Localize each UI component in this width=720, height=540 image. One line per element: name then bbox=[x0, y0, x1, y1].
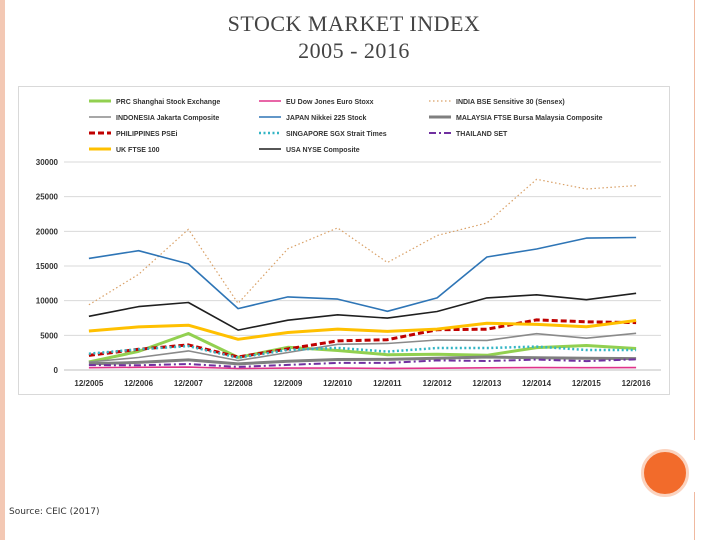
series-line-india-bse-sensitive-30-sensex bbox=[88, 178, 637, 306]
series-line-indonesia-jakarta-composite bbox=[88, 332, 637, 363]
y-tick-label: 20000 bbox=[36, 227, 59, 236]
series-line-thailand-set bbox=[88, 358, 637, 368]
slide-title-line-1: STOCK MARKET INDEX bbox=[227, 11, 481, 36]
slide-title-line-2: 2005 - 2016 bbox=[298, 38, 410, 63]
slide-title: STOCK MARKET INDEX 2005 - 2016 bbox=[0, 10, 708, 64]
chart-container: 0 5000 10000 15000 20000 25000 30000 12/2005 12/… bbox=[18, 86, 670, 395]
legend-label: MALAYSIA FTSE Bursa Malaysia Composite bbox=[456, 115, 603, 122]
legend-label: PRC Shanghai Stock Exchange bbox=[116, 99, 220, 106]
legend-label: INDIA BSE Sensitive 30 (Sensex) bbox=[456, 99, 565, 106]
y-tick-label: 5000 bbox=[40, 331, 58, 340]
y-tick-label: 25000 bbox=[36, 193, 59, 202]
y-tick-label: 10000 bbox=[36, 297, 59, 306]
decorative-circle bbox=[641, 449, 689, 497]
legend-label: INDONESIA Jakarta Composite bbox=[116, 115, 219, 122]
legend-label: EU Dow Jones Euro Stoxx bbox=[286, 99, 374, 106]
y-tick-label: 0 bbox=[54, 366, 59, 375]
source-note: Source: CEIC (2017) bbox=[9, 507, 100, 517]
y-tick-label: 30000 bbox=[36, 158, 59, 167]
x-tick-label: 12/2016 bbox=[622, 379, 651, 388]
series-line-singapore-sgx-strait-times bbox=[88, 344, 637, 360]
x-tick-label: 12/2006 bbox=[124, 379, 153, 388]
y-tick-label: 15000 bbox=[36, 262, 59, 271]
x-tick-label: 12/2005 bbox=[74, 379, 103, 388]
series-line-uk-ftse-100 bbox=[88, 319, 637, 341]
series-line-japan-nikkei-225-stock bbox=[88, 236, 637, 313]
x-tick-label: 12/2011 bbox=[373, 379, 402, 388]
legend-label: JAPAN Nikkei 225 Stock bbox=[286, 115, 367, 122]
series-line-eu-dow-jones-euro-stoxx bbox=[88, 366, 637, 370]
series-line-prc-shanghai-stock-exchange bbox=[88, 332, 637, 364]
x-tick-label: 12/2009 bbox=[273, 379, 302, 388]
x-tick-label: 12/2008 bbox=[224, 379, 253, 388]
line-chart: 0 5000 10000 15000 20000 25000 30000 12/2005 12/… bbox=[36, 99, 661, 388]
left-border-strip bbox=[0, 0, 5, 540]
series-line-usa-nyse-composite bbox=[88, 292, 637, 331]
legend-label: UK FTSE 100 bbox=[116, 147, 160, 154]
right-border-line bbox=[694, 0, 695, 440]
x-tick-label: 12/2012 bbox=[423, 379, 452, 388]
x-tick-label: 12/2007 bbox=[174, 379, 203, 388]
x-tick-label: 12/2010 bbox=[323, 379, 352, 388]
series-line-malaysia-ftse-bursa-malaysia-composite bbox=[88, 355, 637, 366]
x-tick-label: 12/2013 bbox=[472, 379, 501, 388]
right-border-line-lower bbox=[694, 492, 695, 540]
legend-label: THAILAND SET bbox=[456, 131, 508, 138]
x-tick-label: 12/2014 bbox=[522, 379, 551, 388]
legend-label: PHILIPPINES PSEi bbox=[116, 131, 178, 138]
legend-label: SINGAPORE SGX Strait Times bbox=[286, 131, 387, 138]
legend-label: USA NYSE Composite bbox=[286, 147, 360, 154]
x-tick-label: 12/2015 bbox=[572, 379, 601, 388]
